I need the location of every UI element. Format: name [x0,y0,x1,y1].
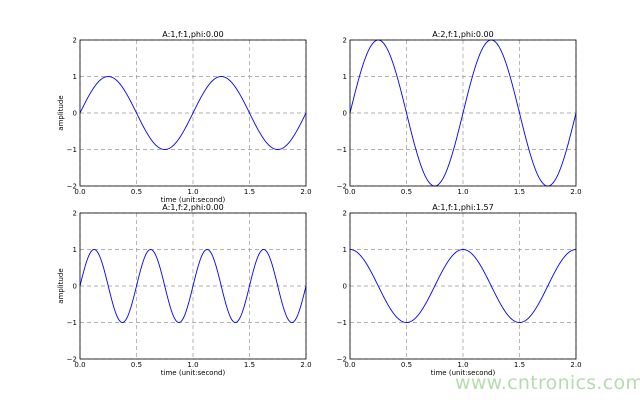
y-tick-label: −1 [337,146,347,154]
watermark: www.cntronics.com [455,372,640,394]
axes-frame [79,39,307,187]
y-axis-label: amplitude [57,268,65,303]
subplot-title: A:1,f:1,phi:1.57 [432,203,493,212]
x-axis-label: time (unit:second) [431,369,496,377]
series-line [79,76,307,150]
x-tick-label: 2.0 [300,361,311,369]
y-tick-label: −2 [67,356,77,364]
series-line [349,249,577,323]
axes-frame [79,212,307,360]
y-tick-label: 0 [343,110,347,118]
y-tick-label: 2 [343,210,347,218]
subplot-title: A:1,f:1,phi:0.00 [162,30,223,39]
x-tick-label: 1.0 [187,188,198,196]
x-tick-label: 0.5 [131,188,142,196]
x-tick-label: 1.0 [187,361,198,369]
x-tick-label: 1.5 [244,188,255,196]
y-tick-label: −1 [67,319,77,327]
x-tick-label: 1.5 [244,361,255,369]
x-tick-label: 1.5 [514,188,525,196]
y-tick-label: −1 [337,319,347,327]
axes-frame [349,39,577,187]
x-tick-label: 2.0 [570,188,581,196]
subplot-3: 0.0 0.5 1.0 1.5 2.0 −2 −1 0 1 2 A:1,f:2,phi:0.00 ti… [57,203,312,377]
x-tick-label: 0.5 [131,361,142,369]
x-tick-label: 2.0 [570,361,581,369]
x-axis-label: time (unit:second) [161,369,226,377]
y-tick-label: 0 [73,283,77,291]
y-tick-label: −2 [337,356,347,364]
subplot-title: A:2,f:1,phi:0.00 [432,30,493,39]
y-tick-label: −2 [337,183,347,191]
y-tick-label: 0 [343,283,347,291]
y-tick-label: 1 [343,246,347,254]
x-tick-label: 0.0 [344,188,355,196]
x-tick-label: 0.5 [401,361,412,369]
x-axis-label: time (unit:second) [161,196,226,204]
y-tick-label: −2 [67,183,77,191]
x-tick-label: 0.0 [74,188,85,196]
x-tick-label: 1.0 [457,188,468,196]
y-tick-label: 1 [73,246,77,254]
subplot-4: 0.0 0.5 1.0 1.5 2.0 −2 −1 0 1 2 A:1,f:1,phi:1.57 ti… [337,203,582,377]
subplot-title: A:1,f:2,phi:0.00 [162,203,223,212]
y-tick-label: 2 [73,37,77,45]
y-tick-label: 1 [73,73,77,81]
x-tick-label: 2.0 [300,188,311,196]
series-line [349,39,577,187]
x-tick-label: 1.0 [457,361,468,369]
x-tick-label: 0.0 [344,361,355,369]
subplot-1: 0.0 0.5 1.0 1.5 2.0 −2 −1 0 1 2 A:1,f:1,phi:0.00 ti… [57,30,312,204]
y-tick-label: 1 [343,73,347,81]
subplot-2: 0.0 0.5 1.0 1.5 2.0 −2 −1 0 1 2 A:2,f:1,phi:0.00 [337,30,582,196]
x-tick-label: 0.0 [74,361,85,369]
y-tick-label: −1 [67,146,77,154]
y-tick-label: 2 [343,37,347,45]
y-tick-label: 0 [73,110,77,118]
y-axis-label: amplitude [57,95,65,130]
x-tick-label: 1.5 [514,361,525,369]
series-line [79,249,307,323]
y-tick-label: 2 [73,210,77,218]
axes-frame [349,212,577,360]
x-tick-label: 0.5 [401,188,412,196]
